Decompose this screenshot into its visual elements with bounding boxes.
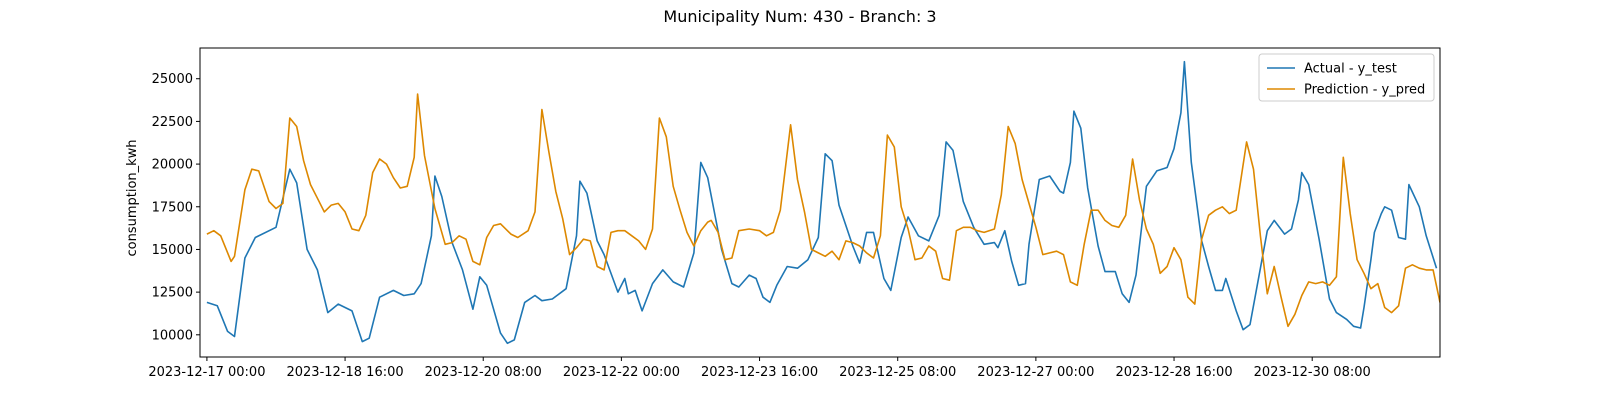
y-tick-label: 17500 [152,200,193,215]
y-tick-label: 15000 [152,243,193,258]
x-tick-label: 2023-12-28 16:00 [1115,365,1232,380]
x-tick-label: 2023-12-30 08:00 [1254,365,1371,380]
x-tick-label: 2023-12-25 08:00 [839,365,956,380]
x-tick-label: 2023-12-18 16:00 [286,365,403,380]
axes: 10000 12500 15000 17500 20000 22500 25000 2023-… [148,72,1370,380]
legend-box [1258,53,1435,102]
legend-label-actual: Actual - y_test [1304,62,1397,77]
plot-frame [199,47,1441,358]
plot-area [206,60,1440,345]
y-axis-label: consumption_kwh [125,139,140,256]
x-tick-label: 2023-12-27 00:00 [977,365,1094,380]
legend-label-prediction: Prediction - y_pred [1304,83,1425,98]
x-tick-label: 2023-12-20 08:00 [425,365,542,380]
x-tick-label: 2023-12-22 00:00 [563,365,680,380]
legend: Actual - y_test Prediction - y_pred [1258,53,1435,102]
x-tick-label: 2023-12-17 00:00 [148,365,265,380]
chart-title: Municipality Num: 430 - Branch: 3 [663,7,936,26]
series-group [206,60,1440,345]
y-tick-label: 20000 [152,158,193,173]
y-tick-label: 25000 [152,72,193,87]
y-tick-label: 12500 [152,286,193,301]
y-tick-label: 22500 [152,115,193,130]
series-line-prediction [206,93,1440,328]
y-tick-label: 10000 [152,328,193,343]
series-line-actual [206,60,1438,345]
x-tick-label: 2023-12-23 16:00 [701,365,818,380]
